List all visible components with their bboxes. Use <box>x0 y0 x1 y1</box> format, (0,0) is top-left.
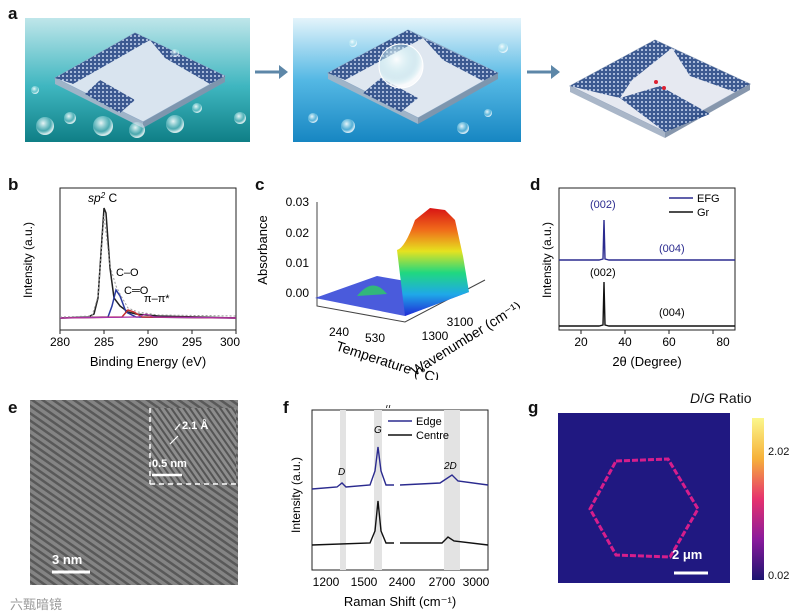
panel-a-step3-image <box>560 28 760 138</box>
panel-label-b: b <box>8 175 19 194</box>
c-ztick-003: 0.03 <box>286 195 310 209</box>
f-tick-2400: 2400 <box>389 575 416 589</box>
c-ztick-002: 0.02 <box>286 226 310 240</box>
b-envelope-line <box>59 215 237 318</box>
d-efg-line <box>559 219 735 261</box>
f-legend: Edge Centre <box>388 416 449 442</box>
panel-label-c: c <box>255 175 265 194</box>
panel-a-step2-image <box>293 18 521 142</box>
f-band-d <box>340 410 346 570</box>
panel-f-raman-chart: Intensity (a.u.) // D G 2D Edge Centre 1… <box>289 405 490 609</box>
b-ylabel: Intensity (a.u.) <box>21 222 35 298</box>
d-legend-gr: Gr <box>697 207 710 219</box>
f-legend-centre: Centre <box>416 430 449 442</box>
f-peak-2d: 2D <box>443 461 457 472</box>
c-xtick-530: 530 <box>365 331 385 345</box>
g-scale-bar-label: 2 μm <box>672 547 703 562</box>
g-colorbar <box>752 418 764 580</box>
f-centre-line <box>311 500 489 546</box>
panel-label-a: a <box>8 4 18 23</box>
d-gr-004: (004) <box>659 307 685 319</box>
d-tick-80: 80 <box>716 335 730 349</box>
f-tick-3000: 3000 <box>463 575 490 589</box>
d-gr-002: (002) <box>590 267 616 279</box>
panel-label-g: g <box>528 398 539 417</box>
e-inset-scale: 0.5 nm <box>152 458 187 470</box>
panel-label-f: f <box>283 398 289 417</box>
f-band-g <box>374 410 382 570</box>
panel-d-xrd-chart: Intensity (a.u.) 20 40 60 80 2θ (Degree)… <box>540 187 736 369</box>
f-tick-2700: 2700 <box>429 575 456 589</box>
b-xlabel: Binding Energy (eV) <box>90 354 206 369</box>
c-zlabel: Absorbance <box>255 215 270 284</box>
c-ztick-000: 0.00 <box>286 286 310 300</box>
step3-illustration <box>568 39 752 138</box>
c-xtick-240: 240 <box>329 325 349 339</box>
d-xlabel: 2θ (Degree) <box>612 354 681 369</box>
g-colorbar-title: D/G Ratio <box>690 390 752 406</box>
b-tick-285: 285 <box>94 335 114 349</box>
g-colorbar-max: 2.02 <box>768 446 790 458</box>
g-colorbar-min: 0.02 <box>768 570 790 582</box>
g-hexagon-edge <box>588 457 700 559</box>
f-ylabel: Intensity (a.u.) <box>289 457 303 533</box>
b-tick-280: 280 <box>50 335 70 349</box>
e-scale-bar-label: 3 nm <box>52 552 83 567</box>
b-label-co: C–O <box>116 267 139 279</box>
c-ytick-3100: 3100 <box>447 315 474 329</box>
step1-illustration <box>25 18 250 142</box>
panel-g-raman-map: 2 μm <box>558 413 730 583</box>
panel-c-3d-absorbance-chart: Absorbance 0.03 0.02 0.01 0.00 240 530 3… <box>255 195 520 380</box>
b-tick-295: 295 <box>182 335 202 349</box>
f-xlabel: Raman Shift (cm⁻¹) <box>344 594 456 609</box>
d-tick-20: 20 <box>574 335 588 349</box>
f-edge-line <box>311 446 489 490</box>
d-tick-60: 60 <box>662 335 676 349</box>
d-efg-002: (002) <box>590 199 616 211</box>
d-tick-40: 40 <box>618 335 632 349</box>
b-tick-300: 300 <box>220 335 240 349</box>
f-tick-1500: 1500 <box>351 575 378 589</box>
f-legend-edge: Edge <box>416 416 442 428</box>
f-tick-1200: 1200 <box>313 575 340 589</box>
watermark-text: 六甄暗镜 <box>10 598 63 613</box>
c-ytick-1300: 1300 <box>422 329 449 343</box>
b-label-sp2: sp2 C <box>88 191 117 205</box>
d-efg-004: (004) <box>659 243 685 255</box>
e-inset-d-spacing: 2.1 Å <box>182 420 209 432</box>
b-label-pipi: π–π* <box>144 293 170 305</box>
f-peak-d: D <box>338 467 345 478</box>
arrow-icon <box>527 65 560 79</box>
d-legend: EFG Gr <box>669 193 720 219</box>
panel-a-step1-image <box>25 18 250 142</box>
b-tick-290: 290 <box>138 335 158 349</box>
d-ylabel: Intensity (a.u.) <box>540 222 554 298</box>
panel-label-d: d <box>530 175 541 194</box>
arrow-icon <box>255 65 288 79</box>
c-ztick-001: 0.01 <box>286 256 310 270</box>
b-label-ceo: C═O <box>124 285 149 297</box>
panel-b-xps-chart: Intensity (a.u.) 280 285 290 295 300 Bin… <box>21 187 240 369</box>
d-legend-efg: EFG <box>697 193 720 205</box>
panel-e-hrtem-image: 2.1 Å 0.5 nm 3 nm <box>30 400 238 585</box>
f-peak-g: G <box>374 425 382 436</box>
b-co-peak-line <box>59 288 237 319</box>
b-pipi-peak-line <box>59 313 237 319</box>
f-axis-break: // <box>386 405 392 411</box>
d-gr-line <box>559 281 735 327</box>
c-surface-peak <box>397 208 469 316</box>
panel-label-e: e <box>8 398 18 417</box>
f-band-2d <box>444 410 460 570</box>
step2-illustration <box>293 18 521 142</box>
